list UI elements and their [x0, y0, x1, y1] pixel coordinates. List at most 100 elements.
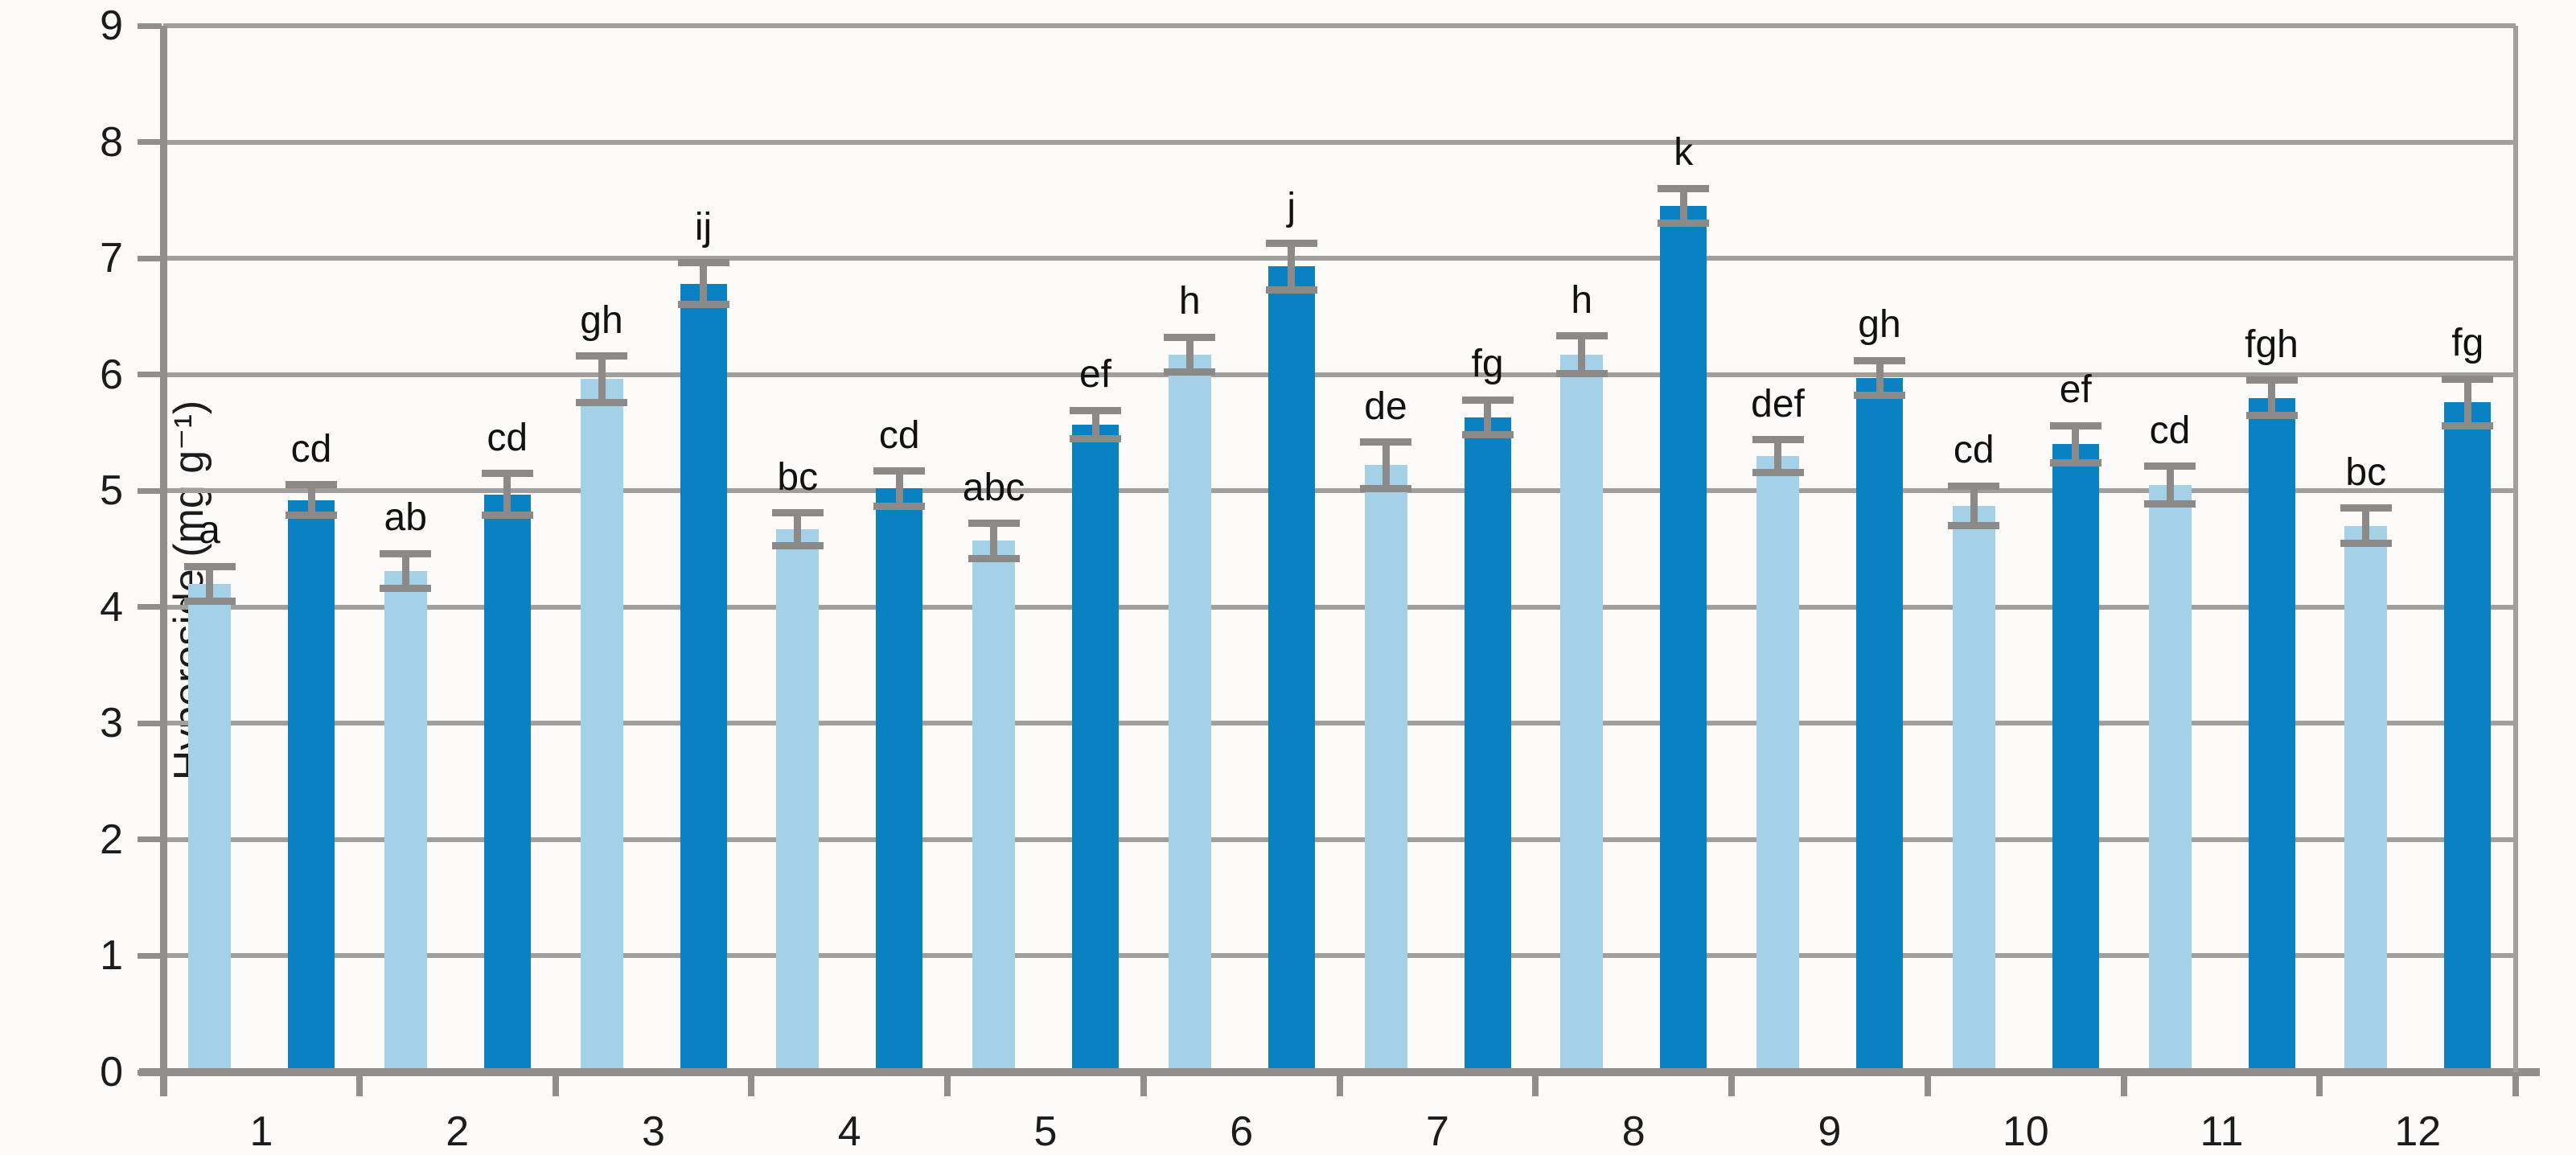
error-bar-cap-bottom [2245, 411, 2298, 419]
x-axis-tick-8 [1728, 1072, 1735, 1096]
error-bar-cap-bottom [1265, 286, 1317, 294]
light-blue-bars-bar-7 [1364, 465, 1407, 1072]
y-axis-line [160, 26, 167, 1096]
light-blue-bars-bar-10 [1952, 506, 1995, 1072]
sig-label-10-cd: cd [1953, 429, 1995, 472]
error-bar-cap-bottom [2340, 539, 2392, 547]
x-axis-tick-3 [748, 1072, 755, 1096]
error-bar-stem [990, 523, 997, 559]
dark-blue-bars-bar-4 [876, 488, 923, 1072]
y-axis-tick-1 [138, 952, 162, 959]
error-bar-cap-top [2340, 504, 2392, 512]
error-bar-cap-top [1164, 333, 1216, 341]
light-blue-bars-bar-5 [972, 541, 1015, 1072]
sig-label-3-ij: ij [694, 205, 713, 249]
x-tick-label-1: 1 [249, 1108, 273, 1155]
x-axis-tick-0 [160, 1072, 166, 1096]
error-bar-cap-top [1752, 436, 1804, 444]
error-bar-stem [1774, 439, 1781, 473]
error-bar-stem [1679, 188, 1687, 224]
error-bar-cap-top [1854, 356, 1905, 364]
error-bar-stem [206, 566, 213, 602]
sig-label-12-fg: fg [2451, 322, 2484, 365]
y-axis-tick-0 [138, 1069, 162, 1075]
error-bar-cap-bottom [2049, 459, 2101, 467]
y-tick-label-3: 3 [100, 700, 123, 747]
x-tick-label-4: 4 [837, 1108, 861, 1155]
sig-label-9-gh: gh [1858, 303, 1901, 347]
error-bar-stem [1484, 400, 1491, 435]
sig-label-3-gh: gh [580, 298, 623, 342]
error-bar-cap-bottom [286, 512, 337, 520]
error-bar-cap-top [1948, 482, 2000, 490]
dark-blue-bars-bar-1 [288, 499, 335, 1072]
error-bar-cap-bottom [771, 541, 824, 549]
error-bar-stem [1578, 335, 1586, 374]
sig-label-7-fg: fg [1471, 343, 1504, 386]
y-axis-tick-4 [138, 604, 162, 610]
x-axis-tick-2 [552, 1072, 559, 1096]
x-tick-label-3: 3 [642, 1108, 665, 1155]
error-bar-stem [2362, 508, 2370, 544]
sig-label-1-a: a [199, 509, 220, 553]
x-axis-tick-10 [2120, 1072, 2127, 1096]
x-tick-label-8: 8 [1621, 1108, 1645, 1155]
error-bar-stem [794, 512, 802, 546]
dark-blue-bars-bar-8 [1660, 206, 1707, 1072]
sig-label-9-def: def [1751, 382, 1805, 425]
error-bar-cap-top [771, 509, 824, 517]
gridline-y-7 [163, 256, 2516, 261]
error-bar-stem [401, 553, 409, 589]
error-bar-stem [503, 473, 512, 516]
x-tick-label-7: 7 [1426, 1108, 1449, 1155]
error-bar-cap-bottom [1752, 468, 1804, 476]
gridline-y-4 [163, 604, 2516, 610]
error-bar-cap-top [1461, 396, 1514, 404]
error-bar-stem [1091, 410, 1099, 439]
error-bar-cap-bottom [1555, 369, 1608, 377]
light-blue-bars-bar-2 [384, 570, 427, 1072]
error-bar-cap-top [1555, 332, 1608, 340]
light-blue-bars-bar-8 [1560, 355, 1604, 1072]
sig-label-5-ef: ef [1078, 353, 1112, 397]
y-tick-label-7: 7 [100, 235, 123, 282]
error-bar-cap-bottom [1360, 484, 1411, 492]
error-bar-stem [2268, 380, 2275, 416]
y-tick-label-2: 2 [100, 816, 123, 863]
x-axis-tick-1 [355, 1072, 363, 1096]
x-tick-label-6: 6 [1230, 1108, 1254, 1155]
error-bar-cap-bottom [1948, 522, 2000, 530]
sig-label-8-h: h [1571, 278, 1593, 322]
sig-label-2-cd: cd [487, 416, 528, 459]
sig-label-11-cd: cd [2149, 409, 2191, 452]
light-blue-bars-bar-4 [776, 528, 820, 1072]
sig-label-5-abc: abc [962, 466, 1025, 509]
sig-label-6-j: j [1287, 186, 1296, 229]
y-tick-label-8: 8 [100, 118, 123, 166]
x-axis-tick-7 [1532, 1072, 1539, 1096]
dark-blue-bars-bar-6 [1267, 266, 1315, 1072]
x-tick-label-2: 2 [446, 1108, 470, 1155]
error-bar-cap-top [286, 481, 337, 489]
error-bar-cap-top [1360, 438, 1411, 446]
dark-blue-bars-bar-10 [2052, 444, 2099, 1072]
gridline-y-5 [163, 488, 2516, 494]
error-bar-cap-bottom [1854, 392, 1905, 400]
dark-blue-bars-bar-12 [2444, 402, 2492, 1072]
x-axis-tick-12 [2512, 1072, 2519, 1096]
dark-blue-bars-bar-9 [1856, 378, 1903, 1072]
error-bar-cap-bottom [481, 512, 533, 520]
error-bar-stem [598, 356, 606, 403]
error-bar-stem [2072, 425, 2080, 463]
error-bar-cap-bottom [183, 598, 236, 606]
x-axis-tick-5 [1140, 1072, 1147, 1096]
error-bar-cap-bottom [576, 398, 627, 406]
error-bar-cap-top [183, 562, 236, 570]
light-blue-bars-bar-9 [1756, 455, 1799, 1072]
gridline-y-2 [163, 836, 2516, 842]
error-bar-cap-top [576, 352, 627, 360]
error-bar-cap-top [1265, 239, 1317, 247]
y-axis-tick-6 [138, 372, 162, 378]
error-bar-cap-bottom [380, 585, 432, 593]
sig-label-8-k: k [1674, 131, 1694, 175]
